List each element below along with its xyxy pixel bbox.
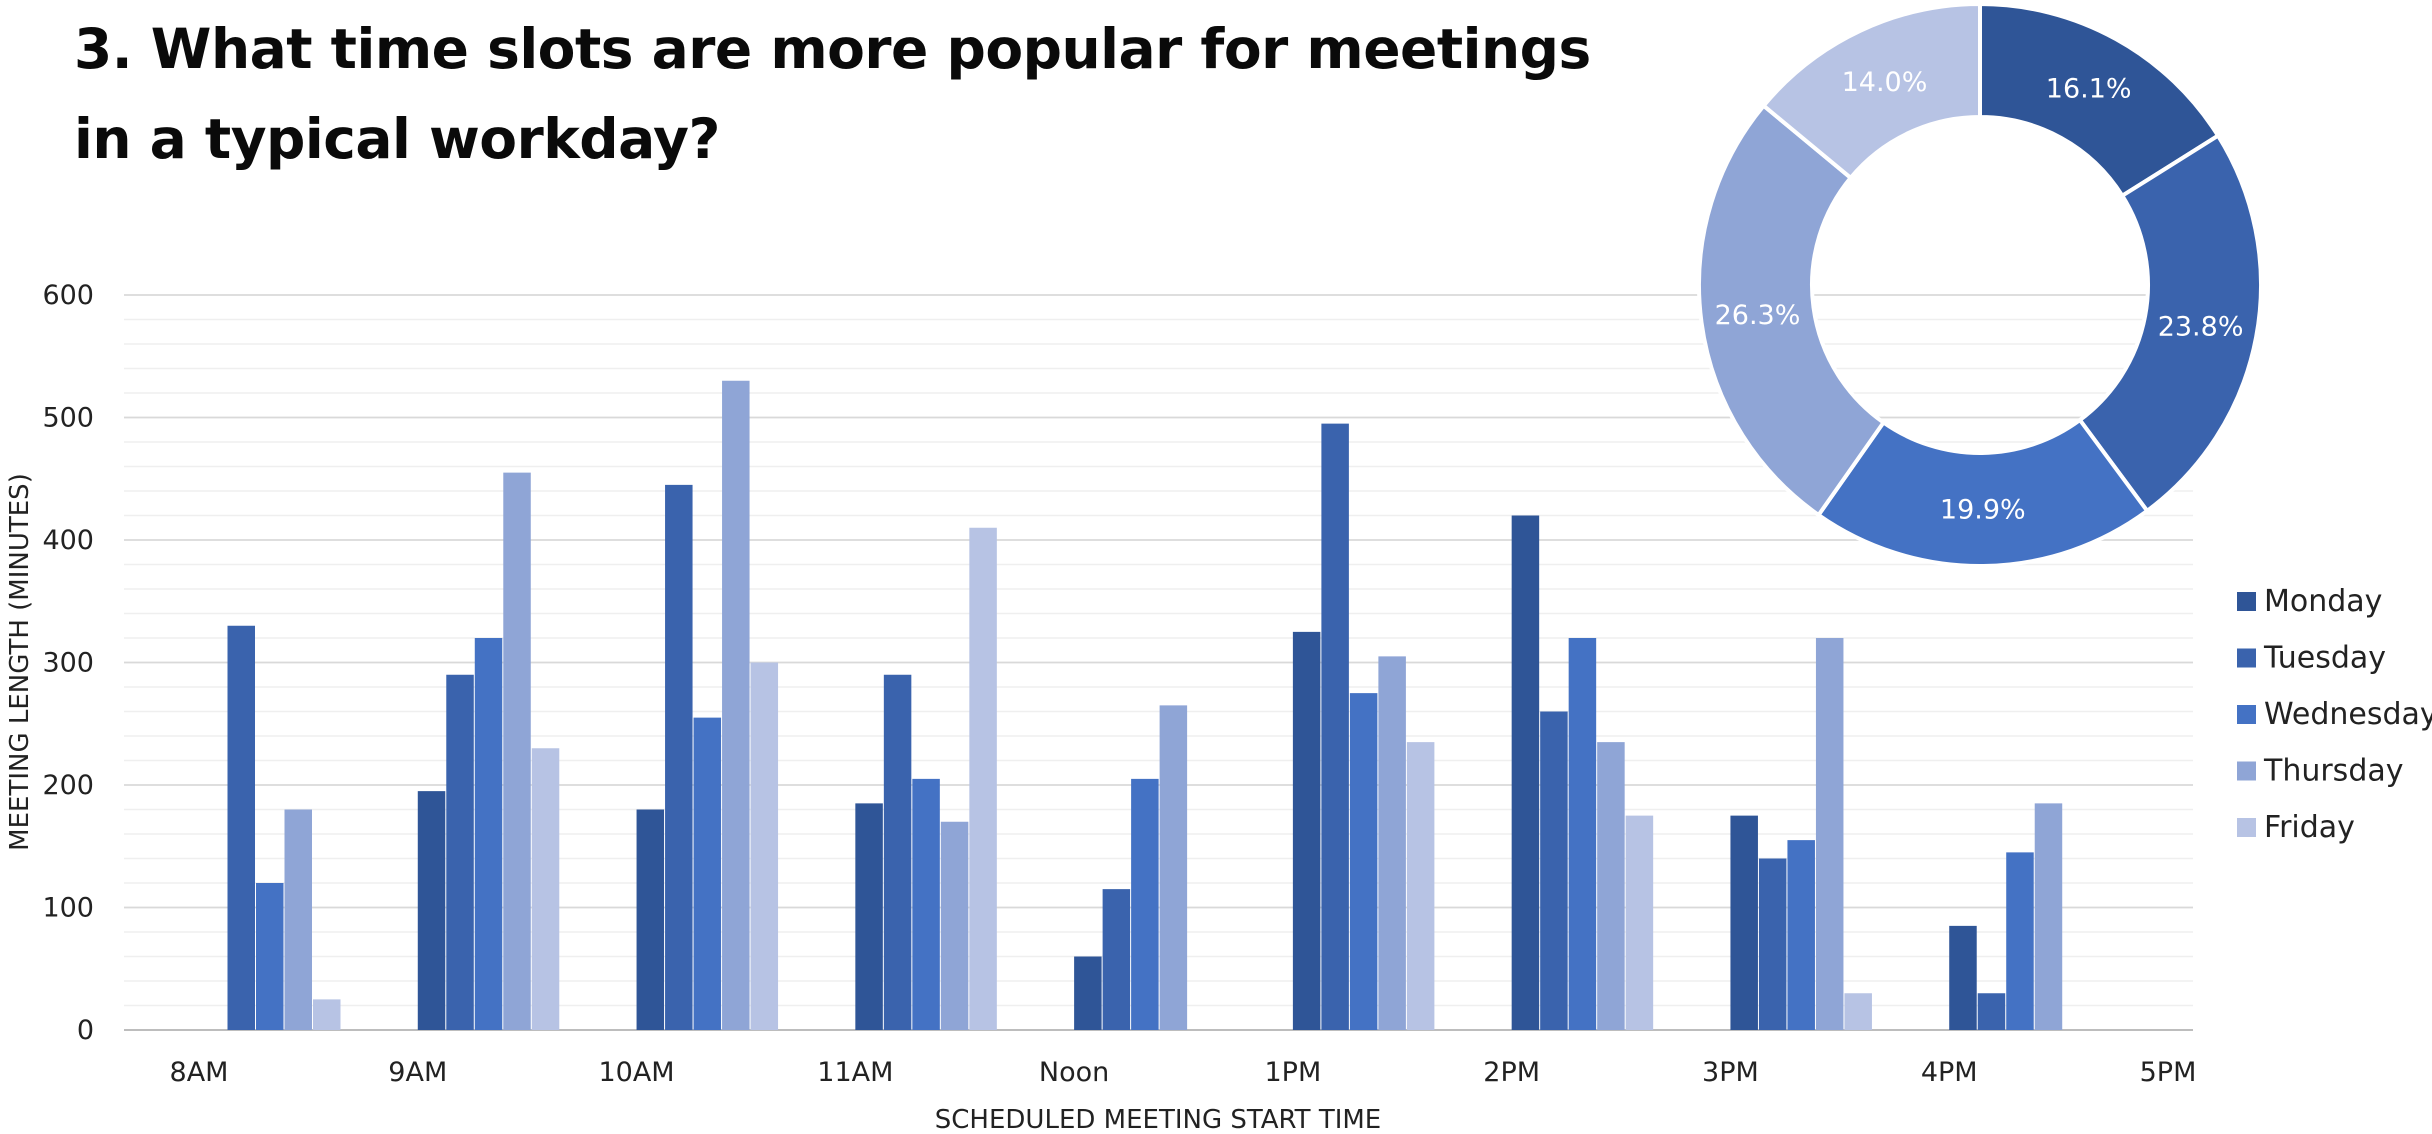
bar-thursday-11am — [940, 821, 969, 1030]
bar-thursday-9am — [503, 472, 531, 1030]
bar-thursday-8am — [284, 809, 312, 1030]
bar-thursday-2pm — [1597, 742, 1625, 1030]
chart-title-line-1: 3. What time slots are more popular for … — [74, 17, 1591, 81]
bar-thursday-4pm — [2034, 803, 2063, 1030]
bar-thursday-10am — [722, 380, 750, 1030]
bar-wednesday-4pm — [2006, 852, 2034, 1030]
bar-monday-10am — [636, 809, 665, 1030]
donut-slice-tuesday — [2077, 132, 2263, 514]
bar-friday-1pm — [1406, 742, 1435, 1030]
x-tick-label: 3PM — [1702, 1057, 1759, 1088]
chart-title-line-2: in a typical workday? — [74, 107, 720, 171]
legend-label-thursday: Thursday — [2263, 754, 2404, 789]
bar-thursday-1pm — [1378, 656, 1406, 1030]
bar-tuesday-8am — [227, 625, 255, 1030]
y-tick-label: 0 — [77, 1015, 94, 1046]
chart-title: 3. What time slots are more popular for … — [74, 4, 1634, 184]
donut-value-label: 26.3% — [1715, 300, 1801, 331]
x-tick-label: 10AM — [598, 1057, 674, 1088]
bar-thursday-3pm — [1815, 638, 1844, 1030]
bar-wednesday-1pm — [1349, 693, 1378, 1030]
y-tick-label: 400 — [42, 525, 94, 556]
x-tick-label: 2PM — [1483, 1057, 1540, 1088]
bar-thursday-noon — [1159, 705, 1188, 1030]
y-axis-title: MEETING LENGTH (MINUTES) — [5, 473, 35, 851]
legend-swatch-thursday — [2237, 761, 2256, 781]
bar-friday-9am — [531, 748, 560, 1030]
bar-monday-noon — [1074, 956, 1102, 1030]
bar-tuesday-2pm — [1540, 711, 1568, 1030]
bar-wednesday-9am — [474, 638, 503, 1030]
bar-tuesday-4pm — [1977, 993, 2006, 1030]
bar-wednesday-3pm — [1787, 840, 1815, 1030]
bar-tuesday-11am — [883, 674, 912, 1030]
x-tick-label: 1PM — [1265, 1057, 1322, 1088]
legend-label-monday: Monday — [2264, 584, 2382, 619]
donut-slice-wednesday — [1815, 417, 2150, 568]
donut-value-label: 19.9% — [1940, 494, 2026, 525]
bar-wednesday-noon — [1131, 778, 1159, 1030]
legend: Monday Tuesday Wednesday Thursday Friday — [2237, 584, 2432, 845]
legend-swatch-monday — [2237, 592, 2256, 611]
bar-monday-9am — [417, 791, 446, 1030]
bar-tuesday-10am — [665, 484, 693, 1030]
x-tick-label: 5PM — [2140, 1057, 2197, 1088]
legend-swatch-tuesday — [2237, 648, 2256, 668]
bar-friday-10am — [750, 662, 779, 1030]
donut-slice-monday — [1978, 1, 2221, 199]
donut-slice-friday — [1760, 1, 1982, 181]
bar-tuesday-noon — [1102, 889, 1131, 1030]
bar-wednesday-10am — [693, 717, 722, 1030]
y-tick-label: 300 — [42, 648, 94, 679]
x-tick-label: 11AM — [817, 1057, 893, 1088]
legend-swatch-wednesday — [2237, 705, 2256, 724]
x-tick-label: 9AM — [388, 1057, 447, 1088]
bar-series-group — [227, 380, 2063, 1030]
x-tick-label: Noon — [1039, 1057, 1109, 1088]
legend-swatch-friday — [2237, 818, 2256, 837]
y-tick-label: 100 — [42, 893, 94, 924]
donut-chart: 16.1% 23.8% 19.9% 26.3% 14.0% — [1697, 1, 2263, 568]
bar-friday-3pm — [1844, 993, 1872, 1030]
bar-tuesday-3pm — [1758, 858, 1787, 1030]
bar-wednesday-2pm — [1568, 638, 1597, 1030]
bar-friday-8am — [313, 999, 341, 1030]
legend-label-friday: Friday — [2264, 810, 2355, 845]
y-tick-label: 600 — [42, 280, 94, 311]
bar-tuesday-9am — [446, 674, 474, 1030]
legend-label-tuesday: Tuesday — [2263, 641, 2386, 676]
donut-value-label: 16.1% — [2046, 74, 2132, 105]
y-tick-label: 500 — [42, 403, 94, 434]
axes: 0 100 200 300 400 500 600 8AM 9AM 10AM 11AM Noon 1PM… — [42, 280, 2196, 1088]
donut-slice-thursday — [1697, 102, 1887, 518]
bar-tuesday-1pm — [1321, 423, 1349, 1030]
donut-value-label: 14.0% — [1842, 67, 1928, 98]
y-tick-label: 200 — [42, 770, 94, 801]
bar-friday-11am — [969, 527, 997, 1030]
bar-monday-3pm — [1730, 815, 1758, 1030]
bar-monday-2pm — [1511, 515, 1540, 1030]
bar-wednesday-11am — [912, 778, 940, 1030]
bar-monday-11am — [855, 803, 883, 1030]
x-axis-title: SCHEDULED MEETING START TIME — [935, 1105, 1381, 1134]
x-tick-label: 8AM — [170, 1057, 229, 1088]
legend-label-wednesday: Wednesday — [2264, 697, 2432, 732]
donut-value-label: 23.8% — [2158, 312, 2244, 343]
bar-monday-1pm — [1292, 631, 1321, 1030]
bar-wednesday-8am — [256, 883, 284, 1030]
x-tick-label: 4PM — [1921, 1057, 1978, 1088]
bar-monday-4pm — [1949, 925, 1977, 1030]
bar-friday-2pm — [1625, 815, 1654, 1030]
